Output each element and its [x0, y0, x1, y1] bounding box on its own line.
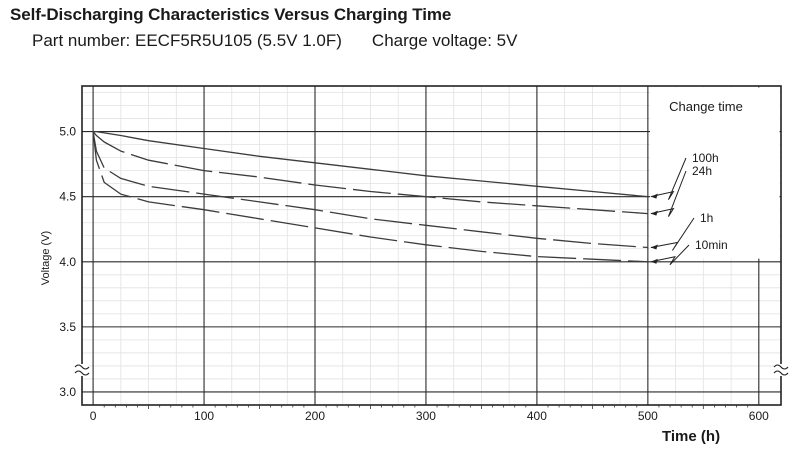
right-axis-break: [773, 364, 789, 370]
series-label-24h: 24h: [692, 164, 712, 178]
y-axis-label: Voltage (V): [40, 231, 52, 285]
x-tick-label: 100: [194, 409, 214, 423]
series-line-100h: [93, 130, 648, 198]
y-tick-label: 4.5: [59, 190, 76, 204]
y-tick-label: 4.0: [59, 255, 76, 269]
series-label-100h: 100h: [692, 151, 719, 165]
leader-arrow-1h: [650, 244, 658, 250]
leader-arrow-24h: [650, 210, 658, 216]
plot-frame: [81, 85, 782, 406]
series-line-24h: [92, 131, 648, 215]
y-tick-label: 3.0: [59, 385, 76, 399]
x-tick-label: 200: [305, 409, 325, 423]
series-layer: [92, 130, 648, 263]
chart-title: Self-Discharging Characteristics Versus …: [10, 5, 452, 24]
charge-voltage-text: Charge voltage: 5V: [371, 31, 518, 50]
x-tick-label: 0: [90, 409, 97, 423]
leader-10min: [650, 244, 690, 266]
leader-arrow-10min: [650, 258, 658, 264]
left-axis-break: [74, 364, 90, 370]
axis-ticks: 0 100 200 300 400 500 600 3.0 3.5 4.0 4.5 5.0: [59, 125, 769, 423]
leader-24h: [650, 170, 687, 217]
legend-title: Change time: [669, 99, 743, 114]
series-line-10min: [92, 131, 648, 263]
axis-breaks: [74, 364, 789, 376]
series-label-10min: 10min: [695, 238, 728, 252]
x-axis-label: Time (h): [662, 428, 720, 445]
part-number-text: Part number: EECF5R5U105 (5.5V 1.0F): [32, 31, 342, 50]
left-axis-break: [74, 370, 90, 376]
leader-1h: [650, 217, 695, 251]
legend-box: [650, 87, 780, 259]
series-line-1h: [92, 131, 648, 249]
y-tick-label: 3.5: [59, 320, 76, 334]
leader-100h: [650, 157, 687, 200]
leader-arrow-100h: [650, 193, 658, 199]
x-tick-label: 500: [638, 409, 658, 423]
series-label-1h: 1h: [700, 211, 713, 225]
chart-subtitle: Part number: EECF5R5U105 (5.5V 1.0F) Char…: [32, 31, 517, 51]
x-tick-label: 600: [749, 409, 769, 423]
x-tick-label: 400: [527, 409, 547, 423]
x-tick-label: 300: [416, 409, 436, 423]
right-axis-break: [773, 370, 789, 376]
y-tick-label: 5.0: [59, 125, 76, 139]
